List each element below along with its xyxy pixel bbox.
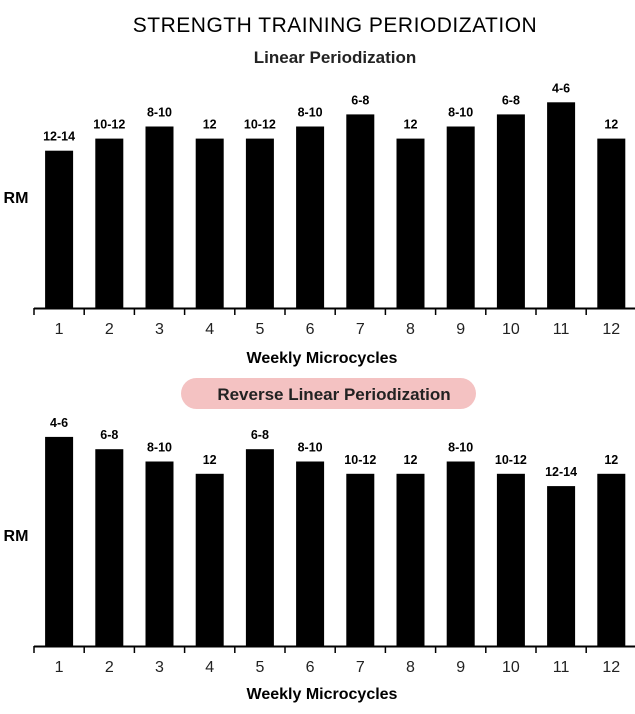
chart1-tick-label-10: 10 (502, 321, 520, 338)
chart1-bar-1 (45, 150, 74, 308)
chart2-ylabel: RM (4, 528, 29, 545)
chart1-tick-label-2: 2 (105, 321, 114, 338)
chart2-bar-label-8: 12 (404, 453, 418, 467)
chart2-bar-label-11: 12-14 (545, 465, 577, 479)
chart2-tick-label-4: 4 (205, 659, 214, 676)
chart1-tick-label-12: 12 (602, 321, 620, 338)
chart1-bar-3 (145, 126, 174, 308)
chart1-bar-label-6: 8-10 (298, 106, 323, 120)
reverse-linear-periodization-chart: Reverse Linear Periodization RM 4-6 1 6-8 2… (4, 378, 635, 703)
figure-title: STRENGTH TRAINING PERIODIZATION (133, 14, 537, 37)
chart1-bar-4 (195, 138, 224, 308)
chart1-bar-label-10: 6-8 (502, 93, 520, 107)
chart2-tick-label-7: 7 (356, 659, 365, 676)
chart1-bar-label-3: 8-10 (147, 106, 172, 120)
chart2-bar-2 (95, 449, 124, 646)
chart2-title-highlight (181, 378, 476, 409)
chart2-tick-label-12: 12 (602, 659, 620, 676)
chart2-bar-5 (245, 449, 274, 646)
chart1-tick-label-8: 8 (406, 321, 415, 338)
chart2-bar-label-5: 6-8 (251, 428, 269, 442)
chart1-bar-label-5: 10-12 (244, 118, 276, 132)
chart2-tick-label-8: 8 (406, 659, 415, 676)
chart1-tick-label-6: 6 (306, 321, 315, 338)
chart2-xlabel: Weekly Microcycles (247, 686, 398, 703)
chart1-bar-9 (446, 126, 475, 308)
chart2-bar-8 (396, 473, 425, 646)
chart1-bar-5 (245, 138, 274, 308)
chart2-bar-label-12: 12 (604, 453, 618, 467)
chart2-plot-area: 4-6 1 6-8 2 8-10 3 12 4 6-8 5 8-10 6 10-12 7 12 8 8-10 9 1… (33, 416, 635, 676)
chart2-bar-4 (195, 473, 224, 646)
chart2-bar-12 (597, 473, 626, 646)
chart1-bar-6 (296, 126, 325, 308)
chart1-bar-label-9: 8-10 (448, 106, 473, 120)
chart1-bar-label-1: 12-14 (43, 130, 75, 144)
chart2-bar-label-7: 10-12 (344, 453, 376, 467)
chart1-tick-label-9: 9 (456, 321, 465, 338)
chart2-bar-label-2: 6-8 (100, 428, 118, 442)
chart2-tick-label-10: 10 (502, 659, 520, 676)
chart2-bar-11 (547, 486, 576, 646)
chart2-bar-label-3: 8-10 (147, 441, 172, 455)
chart2-bar-7 (346, 473, 375, 646)
chart2-tick-label-6: 6 (306, 659, 315, 676)
chart1-bar-label-7: 6-8 (351, 93, 369, 107)
chart1-bar-8 (396, 138, 425, 308)
chart2-bar-6 (296, 461, 325, 646)
chart2-tick-label-9: 9 (456, 659, 465, 676)
chart1-bar-11 (547, 102, 576, 308)
chart2-bar-label-6: 8-10 (298, 441, 323, 455)
chart1-tick-label-5: 5 (255, 321, 264, 338)
linear-periodization-chart: Linear Periodization RM 12-14 1 10-12 2 8-10… (4, 48, 635, 367)
chart1-tick-label-11: 11 (553, 321, 570, 338)
chart2-title: Reverse Linear Periodization (217, 385, 450, 404)
chart1-tick-label-4: 4 (205, 321, 214, 338)
chart1-tick-label-3: 3 (155, 321, 164, 338)
chart1-tick-label-7: 7 (356, 321, 365, 338)
chart1-title: Linear Periodization (254, 48, 416, 67)
chart1-bar-label-11: 4-6 (552, 81, 570, 95)
chart1-ylabel: RM (4, 190, 29, 207)
chart1-bar-label-12: 12 (604, 118, 618, 132)
chart2-bar-9 (446, 461, 475, 646)
chart1-bar-12 (597, 138, 626, 308)
chart1-xlabel: Weekly Microcycles (247, 350, 398, 367)
chart1-bar-label-4: 12 (203, 118, 217, 132)
chart2-bar-10 (496, 473, 525, 646)
chart2-bar-1 (45, 436, 74, 646)
chart2-bar-label-10: 10-12 (495, 453, 527, 467)
chart1-bar-2 (95, 138, 124, 308)
chart1-bar-label-8: 12 (404, 118, 418, 132)
chart2-tick-label-3: 3 (155, 659, 164, 676)
chart1-bar-7 (346, 114, 375, 309)
chart1-bar-label-2: 10-12 (93, 118, 125, 132)
chart2-bar-3 (145, 461, 174, 646)
chart2-bar-label-4: 12 (203, 453, 217, 467)
chart2-tick-label-5: 5 (255, 659, 264, 676)
chart1-tick-label-1: 1 (55, 321, 64, 338)
chart2-tick-label-11: 11 (553, 659, 570, 676)
chart2-tick-label-2: 2 (105, 659, 114, 676)
chart1-bar-10 (496, 114, 525, 309)
chart1-plot-area: 12-14 1 10-12 2 8-10 3 12 4 10-12 5 8-10 6 6-8 7 12 8 8-… (33, 81, 635, 338)
chart2-bar-label-9: 8-10 (448, 441, 473, 455)
chart2-bar-label-1: 4-6 (50, 416, 68, 430)
chart2-tick-label-1: 1 (55, 659, 64, 676)
